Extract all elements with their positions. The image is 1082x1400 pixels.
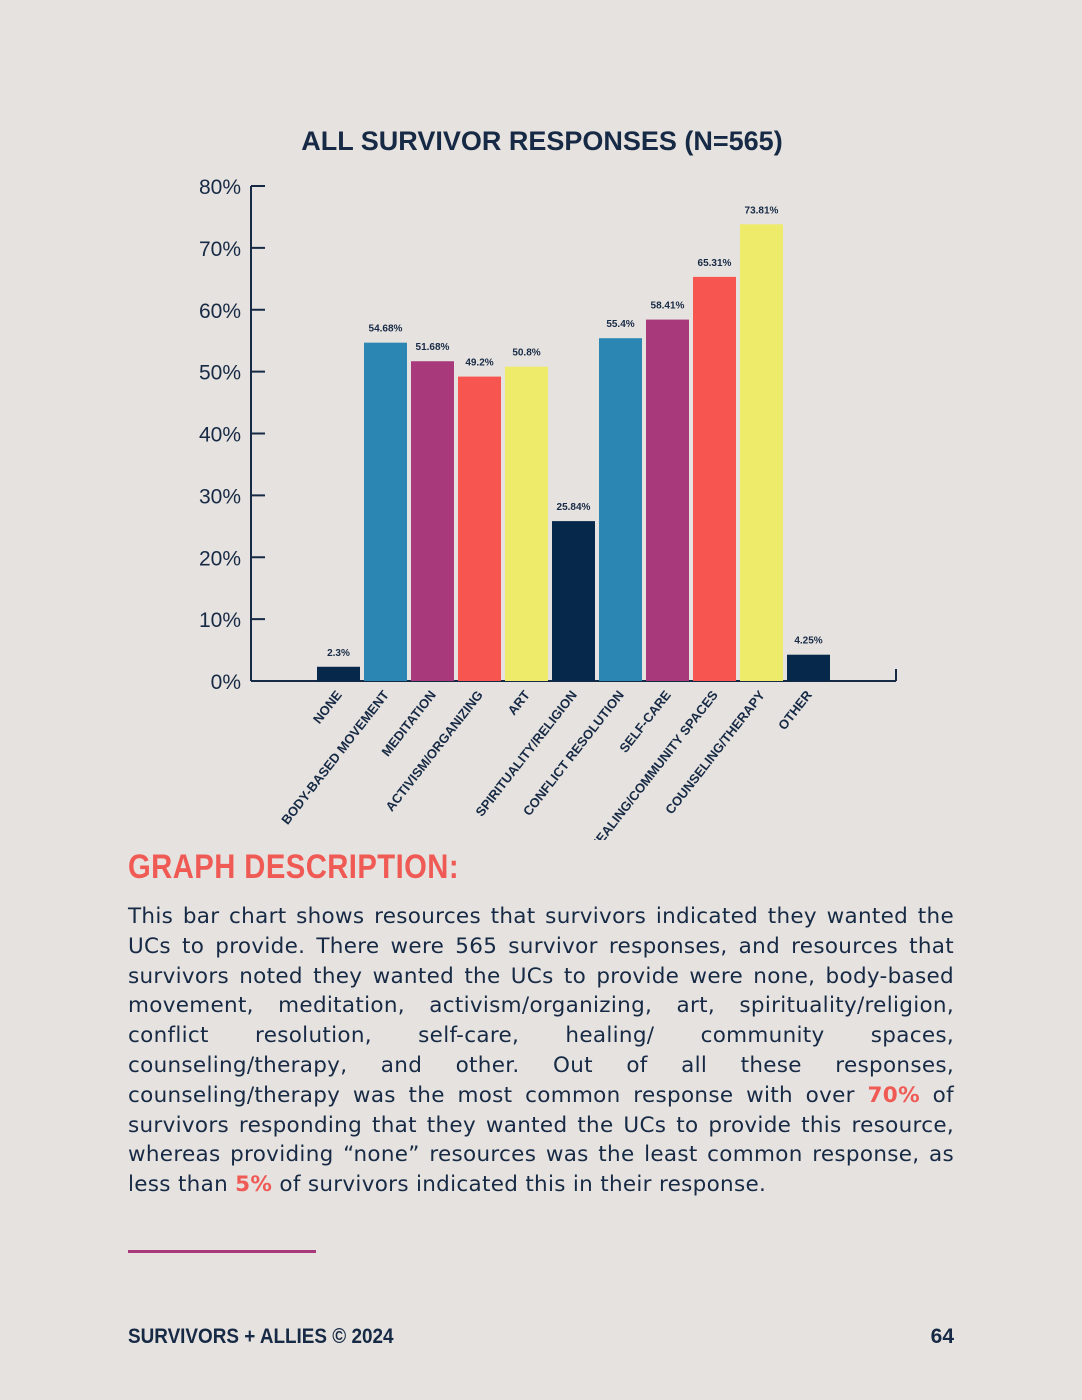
data-label: 65.31%: [698, 258, 732, 269]
highlight-70-percent: 70%: [867, 1082, 920, 1108]
description-part-2: of survivors responding that they wanted…: [128, 1082, 954, 1198]
x-tick-label: ACTIVISM/ORGANIZING: [382, 688, 485, 814]
y-tick-label: 40%: [199, 424, 241, 447]
data-label: 50.8%: [512, 348, 540, 359]
x-tick-label: COUNSELING/THERAPY: [662, 687, 768, 817]
bar: [646, 319, 689, 681]
x-tick-label: OTHER: [775, 687, 815, 733]
bar: [458, 376, 501, 681]
bar: [317, 666, 360, 681]
footer-copyright: SURVIVORS + ALLIES © 2024: [128, 1325, 394, 1348]
graph-description-heading: GRAPH DESCRIPTION:: [128, 848, 460, 886]
x-tick-label: NONE: [310, 687, 345, 726]
chart-data-labels: 2.3% 54.68% 51.68% 49.2% 50.8% 25.84% 55.4% 58.…: [327, 205, 823, 658]
y-tick-label: 80%: [199, 176, 241, 199]
data-label: 58.41%: [651, 301, 685, 312]
data-label: 54.68%: [369, 324, 403, 335]
y-tick-label: 20%: [199, 547, 241, 570]
description-part-1: This bar chart shows resources that surv…: [128, 904, 954, 1108]
data-label: 4.25%: [794, 636, 822, 647]
bar: [599, 338, 642, 681]
page-number: 64: [930, 1325, 954, 1348]
y-tick-label: 10%: [199, 609, 241, 632]
data-label: 73.81%: [745, 205, 779, 216]
bar: [364, 342, 407, 681]
chart-bars: [317, 224, 830, 681]
bar: [787, 654, 830, 681]
y-tick-label: 50%: [199, 362, 241, 385]
data-label: 25.84%: [557, 502, 591, 513]
description-part-3: of survivors indicated this in their res…: [272, 1172, 767, 1198]
data-label: 2.3%: [327, 648, 350, 659]
bar-chart: ALL SURVIVOR RESPONSES (N=565) 0% 10% 20% 3…: [199, 126, 897, 840]
x-tick-label: CONFLICT RESOLUTION: [520, 688, 627, 819]
highlight-5-percent: 5%: [235, 1172, 273, 1198]
graph-description-text: This bar chart shows resources that surv…: [128, 902, 954, 1200]
data-label: 51.68%: [416, 342, 450, 353]
divider-rule: [128, 1250, 316, 1253]
bar: [693, 276, 736, 681]
y-tick-label: 0%: [211, 671, 241, 694]
data-label: 49.2%: [465, 358, 493, 369]
y-tick-label: 60%: [199, 300, 241, 323]
data-label: 55.4%: [606, 319, 634, 330]
y-tick-label: 70%: [199, 238, 241, 261]
chart-title: ALL SURVIVOR RESPONSES (N=565): [301, 126, 782, 156]
bar: [740, 224, 783, 681]
y-tick-label: 30%: [199, 485, 241, 508]
bar: [552, 521, 595, 681]
bar: [411, 361, 454, 681]
bar: [505, 366, 548, 681]
x-tick-label: ART: [505, 688, 533, 718]
